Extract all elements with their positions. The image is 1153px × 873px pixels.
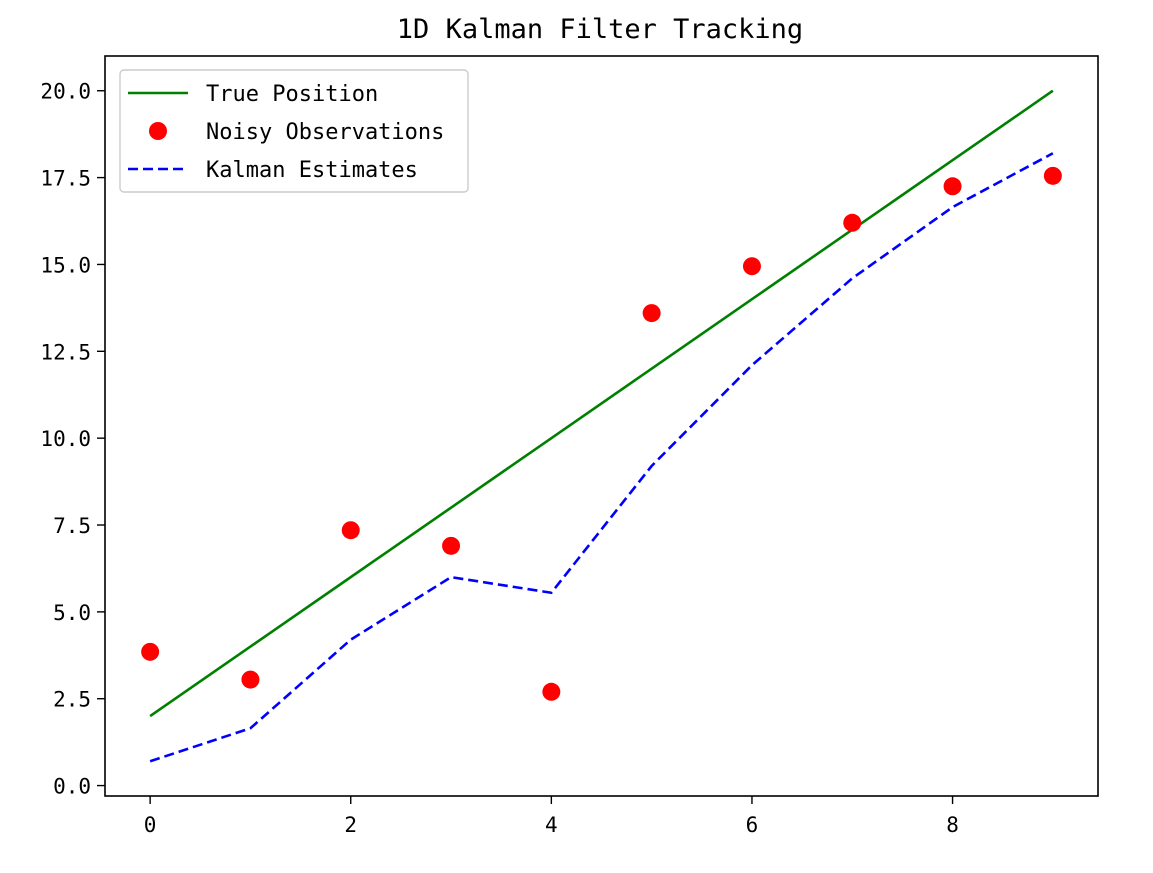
observation-point — [843, 213, 862, 232]
legend-label: Noisy Observations — [206, 120, 444, 145]
legend-label: True Position — [206, 82, 378, 107]
legend-label: Kalman Estimates — [206, 158, 418, 183]
axes: 0 2 4 6 8 0.0 2.5 5.0 7.5 10.0 12.5 15.0 17.5 20.0 — [40, 80, 958, 837]
observation-point — [241, 670, 260, 689]
observation-point — [742, 257, 761, 276]
chart-title: 1D Kalman Filter Tracking — [397, 14, 803, 45]
plot-area — [141, 89, 1062, 763]
observation-point — [642, 304, 661, 323]
observation-point — [141, 642, 160, 661]
observation-point — [1043, 166, 1062, 185]
legend-marker-observations — [149, 122, 167, 140]
observation-point — [943, 177, 962, 196]
legend-box — [119, 69, 469, 193]
y-tick-label: 2.5 — [53, 688, 91, 712]
y-tick-label: 0.0 — [53, 775, 91, 799]
x-tick-label: 2 — [344, 813, 357, 837]
kalman-estimate-line — [149, 152, 1054, 763]
x-tick-label: 4 — [545, 813, 558, 837]
observation-point — [442, 536, 461, 555]
plot-frame — [104, 55, 1099, 797]
y-tick-label: 5.0 — [53, 601, 91, 625]
x-tick-label: 0 — [144, 813, 157, 837]
y-tick-label: 17.5 — [40, 167, 91, 191]
y-tick-label: 12.5 — [40, 340, 91, 364]
legend: True Position Noisy Observations Kalman Es… — [119, 69, 469, 193]
observation-point — [542, 682, 561, 701]
observation-point — [341, 521, 360, 540]
true-position-line — [149, 89, 1054, 718]
y-tick-label: 10.0 — [40, 427, 91, 451]
y-tick-label: 7.5 — [53, 514, 91, 538]
y-tick-label: 15.0 — [40, 253, 91, 277]
y-tick-label: 20.0 — [40, 80, 91, 104]
x-tick-label: 6 — [746, 813, 759, 837]
x-tick-label: 8 — [946, 813, 959, 837]
